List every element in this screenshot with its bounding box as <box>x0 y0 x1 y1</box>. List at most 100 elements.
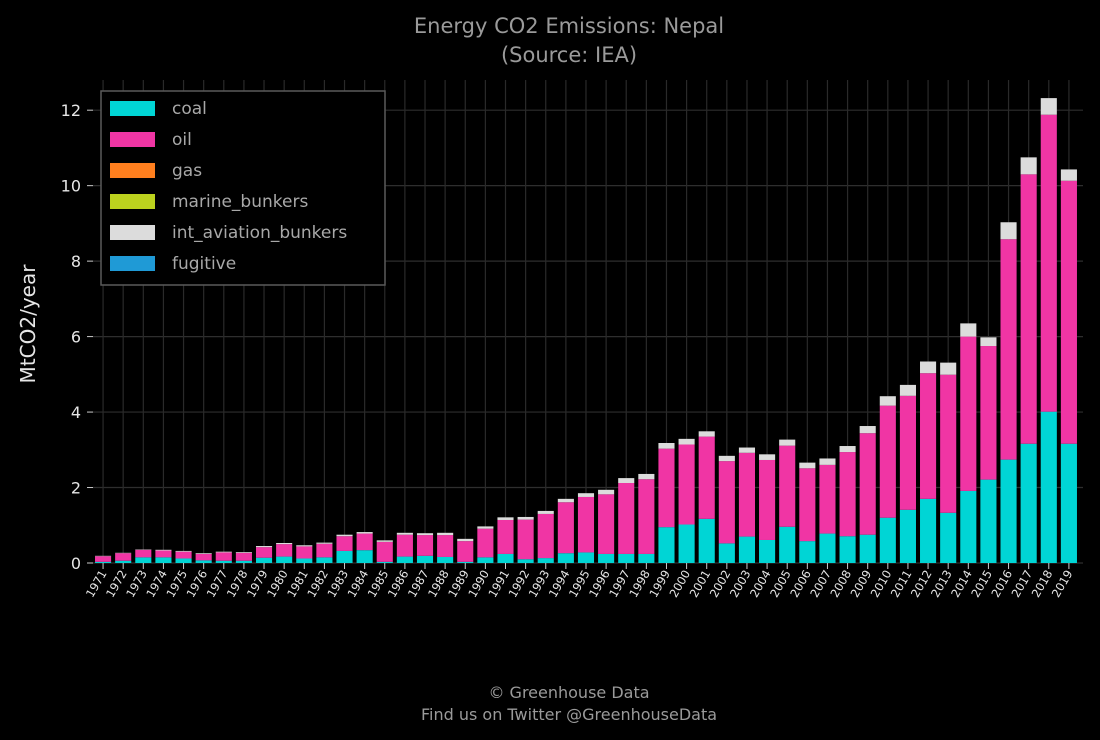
y-tick-label: 12 <box>61 101 81 120</box>
bar-coal-1980 <box>276 556 293 563</box>
bar-int_aviation_bunkers-1989 <box>457 538 474 542</box>
legend-swatch-gas <box>110 163 155 178</box>
bar-int_aviation_bunkers-1985 <box>376 540 393 542</box>
bar-oil-1981 <box>296 546 313 559</box>
bar-int_aviation_bunkers-1976 <box>195 553 212 554</box>
bar-oil-1980 <box>276 544 293 557</box>
bar-int_aviation_bunkers-1987 <box>416 533 434 536</box>
bar-int_aviation_bunkers-2018 <box>1040 98 1057 115</box>
bar-oil-2010 <box>879 405 896 518</box>
footer-twitter: Find us on Twitter @GreenhouseData <box>421 705 717 724</box>
bar-coal-1975 <box>175 558 192 563</box>
bar-coal-1977 <box>215 560 232 563</box>
bar-oil-1994 <box>557 502 574 554</box>
bar-coal-2009 <box>859 534 876 563</box>
bar-oil-2000 <box>678 444 695 525</box>
bar-oil-1990 <box>477 528 494 558</box>
bar-coal-1982 <box>316 557 333 563</box>
bar-coal-2018 <box>1040 411 1057 563</box>
bar-oil-1986 <box>396 534 413 557</box>
bar-coal-2005 <box>779 526 796 563</box>
bar-oil-2018 <box>1040 114 1057 412</box>
bar-oil-2014 <box>960 336 977 491</box>
bar-oil-1999 <box>658 448 675 528</box>
bar-oil-1989 <box>457 541 474 562</box>
bar-oil-1996 <box>598 494 615 554</box>
bar-int_aviation_bunkers-2001 <box>698 431 715 437</box>
bar-int_aviation_bunkers-1999 <box>658 443 675 449</box>
bar-coal-2017 <box>1020 443 1037 563</box>
bar-int_aviation_bunkers-1984 <box>356 532 373 534</box>
bar-int_aviation_bunkers-2013 <box>940 362 957 375</box>
bar-int_aviation_bunkers-1979 <box>255 546 273 548</box>
y-axis-label: MtCO2/year <box>16 264 40 384</box>
bar-int_aviation_bunkers-1974 <box>155 549 172 551</box>
bar-int_aviation_bunkers-2000 <box>678 438 695 445</box>
bar-oil-1978 <box>235 552 252 561</box>
bar-coal-2001 <box>698 518 715 563</box>
bar-oil-2013 <box>940 374 957 513</box>
bar-int_aviation_bunkers-2015 <box>980 337 997 347</box>
legend-label-marine_bunkers: marine_bunkers <box>172 192 308 212</box>
bar-int_aviation_bunkers-1994 <box>557 498 574 503</box>
bar-coal-1994 <box>557 553 574 563</box>
bar-int_aviation_bunkers-1998 <box>638 473 655 480</box>
bar-coal-2008 <box>839 536 856 563</box>
bars <box>95 98 1077 563</box>
legend-label-coal: coal <box>172 99 207 119</box>
bar-int_aviation_bunkers-1981 <box>296 545 313 547</box>
legend-swatch-int_aviation_bunkers <box>110 225 155 240</box>
legend-swatch-marine_bunkers <box>110 194 155 209</box>
bar-coal-2000 <box>678 524 695 563</box>
bar-oil-1974 <box>155 550 172 558</box>
bar-oil-1998 <box>638 479 655 554</box>
bar-oil-2004 <box>759 459 776 540</box>
bar-coal-1983 <box>336 550 353 563</box>
bar-coal-1976 <box>195 560 212 563</box>
bar-oil-1979 <box>255 547 273 558</box>
bar-oil-1971 <box>95 556 112 562</box>
bar-oil-1995 <box>577 496 595 553</box>
bar-int_aviation_bunkers-2009 <box>859 426 876 434</box>
y-tick-label: 10 <box>61 177 81 196</box>
bar-int_aviation_bunkers-1980 <box>276 543 293 545</box>
bar-oil-1973 <box>135 549 152 558</box>
bar-oil-2001 <box>698 436 715 519</box>
bar-coal-1988 <box>437 556 454 563</box>
bar-int_aviation_bunkers-1983 <box>336 534 353 537</box>
bar-coal-1981 <box>296 558 313 563</box>
bar-oil-1975 <box>175 551 192 559</box>
bar-coal-2004 <box>759 539 776 563</box>
bar-int_aviation_bunkers-2007 <box>819 458 836 465</box>
bar-int_aviation_bunkers-1977 <box>215 551 232 553</box>
bar-oil-2019 <box>1060 180 1077 444</box>
bar-coal-1990 <box>477 557 494 563</box>
bar-int_aviation_bunkers-1997 <box>618 478 635 484</box>
bar-coal-1999 <box>658 527 675 563</box>
bar-coal-2007 <box>819 533 836 563</box>
bar-coal-1979 <box>255 557 273 563</box>
bar-oil-2008 <box>839 452 856 537</box>
legend-label-fugitive: fugitive <box>172 254 236 274</box>
chart-subtitle: (Source: IEA) <box>501 43 637 67</box>
bar-oil-2017 <box>1020 174 1037 444</box>
y-tick-label: 0 <box>71 554 81 573</box>
bar-int_aviation_bunkers-2017 <box>1020 157 1037 175</box>
bar-int_aviation_bunkers-2008 <box>839 446 856 453</box>
bar-oil-2009 <box>859 433 876 535</box>
bar-int_aviation_bunkers-1991 <box>497 517 514 520</box>
bar-int_aviation_bunkers-2005 <box>779 439 796 446</box>
bar-int_aviation_bunkers-1996 <box>598 489 615 495</box>
bar-int_aviation_bunkers-2002 <box>718 455 735 462</box>
bar-oil-1976 <box>195 553 212 561</box>
legend-swatch-fugitive <box>110 256 155 271</box>
bar-oil-1997 <box>618 483 635 554</box>
bar-int_aviation_bunkers-2012 <box>920 361 937 374</box>
chart-title: Energy CO2 Emissions: Nepal <box>414 14 724 38</box>
bar-int_aviation_bunkers-1975 <box>175 550 192 552</box>
bar-int_aviation_bunkers-1995 <box>577 493 595 497</box>
bar-coal-1991 <box>497 553 514 563</box>
bar-coal-2014 <box>960 490 977 563</box>
bar-coal-2002 <box>718 543 735 563</box>
